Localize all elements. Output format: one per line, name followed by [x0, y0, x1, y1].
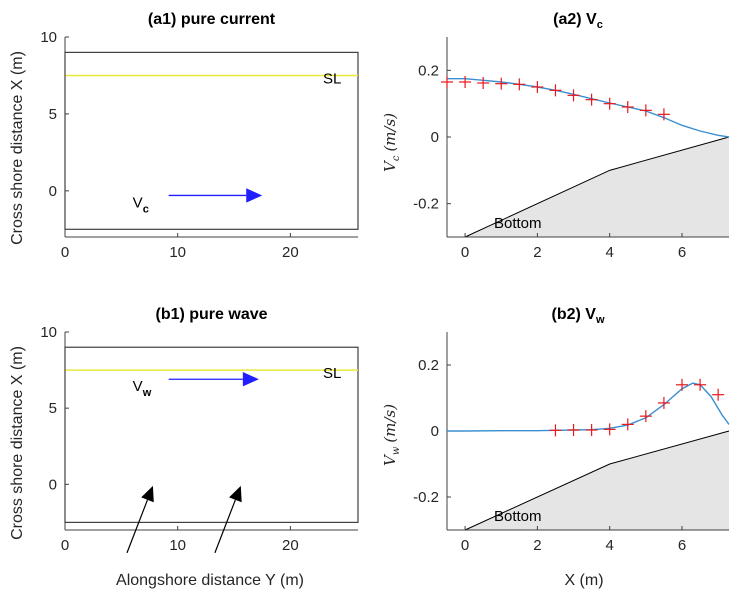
- b1-domain-box: [64, 346, 359, 523]
- a1-title: (a1) pure current: [148, 11, 276, 28]
- a1-ytick-label-1: 5: [49, 106, 57, 123]
- a2-xtick-label-2: 4: [606, 244, 614, 261]
- b2-series-1-point-4: [621, 418, 634, 431]
- a2-ylabel-unit: (m/s): [381, 113, 399, 152]
- a1-xtick-label-2: 20: [282, 244, 299, 261]
- b1-velocity-arrow-head: [242, 372, 259, 387]
- a2-title: (a2) Vc: [553, 11, 603, 31]
- b1-xtick-label-0: 0: [61, 537, 69, 554]
- a2-series-1-point-8: [585, 93, 598, 106]
- a1-velocity-arrow-head: [246, 188, 263, 203]
- b2-ylabel-sub: w: [391, 446, 402, 455]
- a2-series-1-point-10: [621, 101, 634, 113]
- left-xlabel: Alongshore distance Y (m): [116, 572, 304, 589]
- b2-title: (b2) Vw: [551, 306, 604, 326]
- a1-vector-sub: c: [143, 203, 149, 215]
- a2-series-1-point-7: [567, 89, 580, 102]
- b2-series-1-point-5: [639, 410, 652, 423]
- b1-title: (b1) pure wave: [155, 306, 267, 323]
- b2-series-0-line: [447, 382, 730, 432]
- b1-wave-arrow-1-head: [229, 485, 242, 503]
- a2-series-1-point-5: [531, 81, 544, 93]
- b1-vector-label: Vw: [133, 378, 152, 399]
- b2-ylabel: Vw(m/s): [381, 404, 402, 466]
- a1-vector-label: Vc: [133, 194, 149, 215]
- b2-bottom-label: Bottom: [494, 508, 542, 525]
- left-ylabel-bottom: Cross shore distance X (m): [9, 346, 26, 540]
- b2-xtick-label-0: 0: [461, 537, 469, 554]
- a1-domain-box: [64, 51, 359, 230]
- a2-series-1-point-1: [459, 76, 472, 88]
- b2-series-1-point-9: [712, 388, 725, 401]
- b2-bottom-line: [464, 430, 730, 531]
- b1-wave-arrow-1-shaft: [214, 499, 236, 554]
- a2-xtick-label-0: 0: [461, 244, 469, 261]
- a1-xtick-label-0: 0: [61, 244, 69, 261]
- b2-series-1-point-3: [603, 423, 616, 436]
- b1-ytick-label-0: 0: [49, 476, 57, 493]
- left-ylabel-top: Cross shore distance X (m): [9, 51, 26, 245]
- a2-title-sub: c: [597, 19, 603, 31]
- b2-series-1-point-2: [585, 424, 598, 437]
- a1-ytick-label-2: 10: [40, 29, 57, 46]
- a2-series-1-point-6: [549, 84, 562, 97]
- b2-xtick-label-2: 4: [606, 537, 614, 554]
- b2-series-1-point-8: [694, 378, 707, 391]
- b1-ytick-label-1: 5: [49, 400, 57, 417]
- b1-sl-label: SL: [323, 365, 341, 382]
- a2-series-1-point-9: [603, 97, 616, 110]
- right-xlabel: X (m): [564, 572, 603, 589]
- b2-series-1-point-1: [567, 424, 580, 437]
- b2-xtick-label-3: 6: [678, 537, 686, 554]
- b1-wave-arrow-0-shaft: [126, 499, 149, 554]
- b2-series-1-point-7: [676, 378, 688, 391]
- a1-xtick-label-1: 10: [169, 244, 186, 261]
- b2-ytick-label-2: 0.2: [418, 357, 439, 374]
- a2-series-1-point-0: [441, 76, 453, 88]
- b2-ytick-label-0: -0.2: [413, 489, 439, 506]
- a2-xtick-label-3: 6: [678, 244, 686, 261]
- a2-series-0-line: [447, 77, 730, 138]
- a1-sl-label: SL: [323, 70, 341, 87]
- b2-title-sub: w: [595, 314, 605, 326]
- a2-ytick-label-2: 0.2: [418, 62, 439, 79]
- a1-ytick-label-0: 0: [49, 183, 57, 200]
- a2-series-1-point-11: [639, 104, 652, 117]
- a2-xtick-label-1: 2: [533, 244, 541, 261]
- a2-series-1-point-2: [477, 77, 490, 89]
- b1-ytick-label-2: 10: [40, 324, 57, 341]
- b2-series-1-point-6: [657, 396, 670, 409]
- a2-series-1-point-4: [513, 78, 526, 91]
- b2-series-1-point-0: [549, 424, 562, 437]
- b2-xtick-label-1: 2: [533, 537, 541, 554]
- b2-ylabel-unit: (m/s): [381, 404, 399, 443]
- a2-ytick-label-0: -0.2: [413, 196, 439, 213]
- a2-series-1-point-3: [495, 77, 508, 90]
- b1-vector-sub: w: [142, 387, 152, 399]
- a2-series-1-point-12: [657, 108, 670, 121]
- a2-bottom-line: [464, 136, 730, 238]
- a2-ytick-label-1: 0: [431, 129, 439, 146]
- a2-ylabel-sub: c: [391, 155, 402, 161]
- b2-bottom-fill: [465, 431, 729, 530]
- a2-bottom-fill: [465, 137, 729, 237]
- b1-wave-arrow-0-head: [141, 485, 154, 503]
- a2-ylabel: Vc(m/s): [381, 113, 402, 172]
- b1-xtick-label-2: 20: [282, 537, 299, 554]
- b1-xtick-label-1: 10: [169, 537, 186, 554]
- b2-ytick-label-1: 0: [431, 423, 439, 440]
- a2-bottom-label: Bottom: [494, 215, 542, 232]
